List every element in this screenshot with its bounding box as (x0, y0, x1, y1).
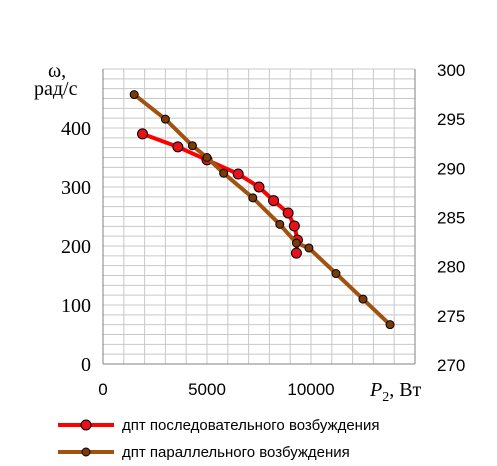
y-tick-label-right: 295 (437, 110, 465, 129)
legend: дпт последовательного возбуждения дпт па… (58, 417, 379, 461)
data-point (282, 207, 294, 219)
y-tick-label-right: 290 (437, 159, 465, 178)
x-tick-label: 5000 (188, 380, 226, 399)
data-point (137, 128, 149, 140)
data-point (160, 114, 170, 124)
y-tick-label-right: 280 (437, 258, 465, 277)
x-label-subscript: 2 (382, 390, 389, 405)
data-point (172, 141, 184, 153)
y-tick-label-left: 200 (61, 236, 91, 258)
grid (102, 68, 416, 365)
data-point (290, 247, 302, 259)
y-tick-label-right: 285 (437, 209, 465, 228)
x-label-unit: , Вт (389, 379, 421, 401)
data-point (129, 90, 139, 100)
series-line-1 (141, 132, 300, 254)
data-point (253, 181, 265, 193)
y-tick-label-left: 0 (81, 354, 91, 376)
y-tick-label-right: 300 (437, 61, 465, 80)
y-tick-label-right: 275 (437, 307, 465, 326)
legend-marker-series-2 (81, 447, 91, 457)
data-point (331, 269, 341, 279)
y-tick-label-left: 100 (61, 295, 91, 317)
x-label-symbol: P (369, 379, 382, 401)
data-point (202, 153, 212, 162)
x-axis-label: P2, Вт (369, 379, 422, 405)
series-layer (129, 90, 395, 330)
legend-entry-series-2: дпт параллельного возбуждения (58, 444, 350, 461)
data-point (304, 243, 314, 253)
tick-labels: 0 100 200 300 400 270 275 280 285 290 295 300 0 5000 1… (61, 61, 465, 399)
data-point (232, 168, 244, 180)
series-1 (137, 128, 303, 259)
data-point (275, 219, 285, 229)
data-point (291, 238, 301, 248)
y-tick-label-left: 300 (61, 177, 91, 199)
data-point (385, 320, 395, 330)
legend-label-series-2: дпт параллельного возбуждения (122, 444, 350, 461)
y-tick-label-left: 400 (61, 118, 91, 140)
data-point (248, 193, 258, 203)
data-point (288, 220, 300, 232)
y-label-line2: рад/с (34, 78, 78, 100)
series-line-2 (132, 93, 392, 327)
y-tick-label-right: 270 (437, 356, 465, 375)
y-axis-label-left: ω, рад/с (34, 60, 78, 100)
data-point (219, 168, 229, 178)
axes (102, 69, 416, 365)
x-tick-label: 0 (98, 380, 107, 399)
data-point (268, 195, 280, 207)
legend-label-series-1: дпт последовательного возбуждения (122, 417, 379, 434)
x-label-text: P2, Вт (369, 379, 422, 405)
series-2 (129, 90, 395, 330)
legend-entry-series-1: дпт последовательного возбуждения (58, 417, 379, 434)
x-tick-label: 10000 (287, 380, 334, 399)
data-point (187, 141, 197, 151)
legend-marker-series-1 (80, 419, 92, 431)
data-point (358, 294, 368, 304)
y-label-line1: ω, (48, 60, 66, 82)
